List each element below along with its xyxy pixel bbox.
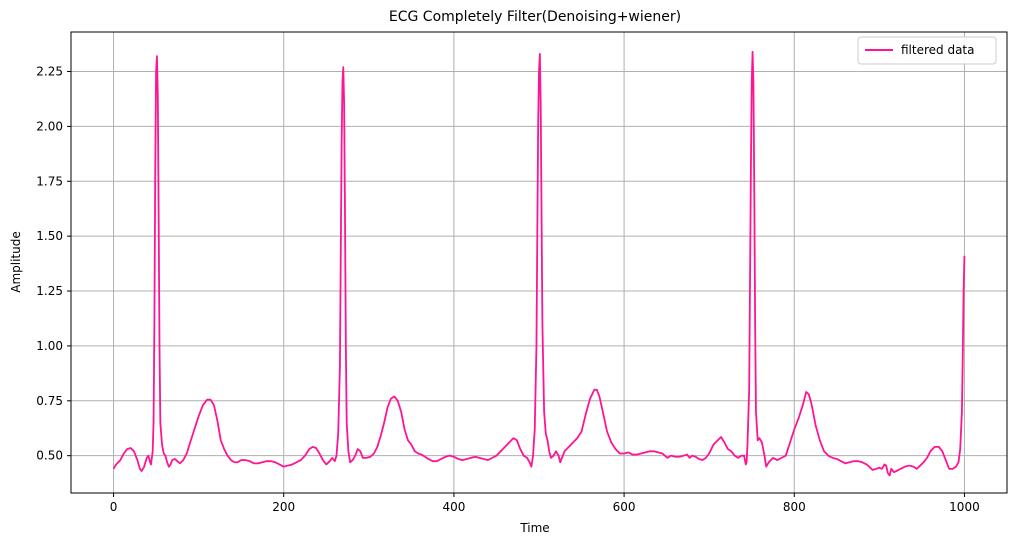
x-tick-label: 600: [613, 500, 636, 514]
x-tick-label: 0: [110, 500, 118, 514]
y-tick-label: 0.50: [36, 449, 63, 463]
x-tick-label: 1000: [949, 500, 980, 514]
y-tick-label: 1.50: [36, 229, 63, 243]
legend: filtered data: [857, 36, 997, 65]
y-axis-label: Amplitude: [9, 231, 23, 293]
y-tick-label: 1.25: [36, 284, 63, 298]
legend-label: filtered data: [901, 43, 975, 57]
axis-ticks: 0 200 400 600 800 1000 0.50 0.75 1.00 1.25 1.50 1.7…: [36, 65, 979, 514]
y-tick-label: 0.75: [36, 394, 63, 408]
y-tick-label: 2.25: [36, 65, 63, 79]
plot-frame: [70, 31, 1008, 494]
series-line-filtered-data: [112, 50, 966, 477]
chart-title: ECG Completely Filter(Denoising+wiener): [389, 9, 681, 25]
y-tick-label: 2.00: [36, 119, 63, 133]
legend-box: [857, 36, 997, 65]
x-tick-label: 800: [783, 500, 806, 514]
plot-lines: [112, 50, 966, 477]
x-axis-label: Time: [519, 521, 549, 535]
y-tick-label: 1.00: [36, 339, 63, 353]
x-tick-label: 200: [272, 500, 295, 514]
y-tick-label: 1.75: [36, 174, 63, 188]
x-tick-label: 400: [442, 500, 465, 514]
